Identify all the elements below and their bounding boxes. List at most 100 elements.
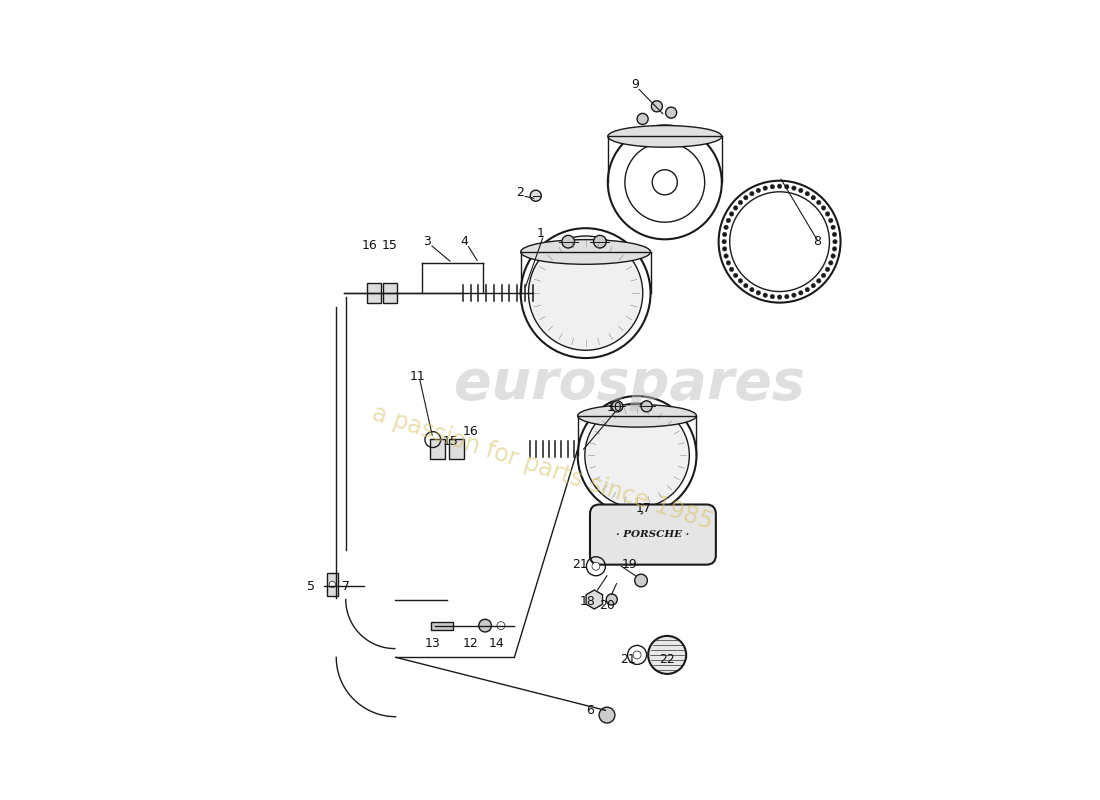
- Circle shape: [634, 651, 641, 659]
- Circle shape: [778, 295, 782, 299]
- Text: 15: 15: [382, 239, 398, 252]
- Text: 11: 11: [410, 370, 426, 382]
- Text: 16: 16: [362, 239, 377, 252]
- Circle shape: [816, 278, 821, 283]
- Circle shape: [799, 290, 803, 295]
- Text: 3: 3: [424, 235, 431, 248]
- Circle shape: [635, 574, 648, 587]
- Circle shape: [792, 293, 796, 298]
- Circle shape: [528, 236, 642, 350]
- Text: 17: 17: [636, 502, 651, 515]
- Circle shape: [833, 239, 837, 244]
- Circle shape: [811, 195, 815, 200]
- Text: 13: 13: [425, 638, 441, 650]
- Circle shape: [770, 294, 774, 299]
- Circle shape: [729, 267, 734, 271]
- Circle shape: [724, 254, 728, 258]
- Circle shape: [724, 225, 728, 230]
- Circle shape: [744, 195, 748, 200]
- Circle shape: [828, 218, 833, 222]
- Circle shape: [651, 101, 662, 112]
- Polygon shape: [327, 573, 338, 596]
- Ellipse shape: [520, 240, 650, 264]
- Circle shape: [784, 294, 789, 299]
- Text: 1: 1: [537, 227, 544, 240]
- Circle shape: [600, 707, 615, 723]
- Text: 2: 2: [516, 186, 524, 199]
- Circle shape: [666, 107, 676, 118]
- Circle shape: [329, 582, 336, 588]
- Text: 4: 4: [461, 235, 469, 248]
- Text: 9: 9: [631, 78, 639, 91]
- Circle shape: [763, 293, 768, 298]
- Circle shape: [734, 206, 738, 210]
- Circle shape: [822, 273, 826, 278]
- Circle shape: [734, 273, 738, 278]
- Circle shape: [722, 239, 726, 244]
- Text: 8: 8: [814, 235, 822, 248]
- Circle shape: [792, 186, 796, 190]
- Circle shape: [750, 191, 755, 196]
- Circle shape: [744, 283, 748, 288]
- Text: 14: 14: [488, 638, 504, 650]
- Circle shape: [778, 184, 782, 189]
- Circle shape: [648, 636, 686, 674]
- Circle shape: [585, 403, 690, 508]
- Circle shape: [738, 278, 742, 283]
- Text: 16: 16: [463, 425, 478, 438]
- Ellipse shape: [608, 126, 722, 147]
- Text: eurospares: eurospares: [453, 357, 804, 411]
- Circle shape: [594, 235, 606, 248]
- Circle shape: [811, 283, 815, 288]
- Circle shape: [637, 114, 648, 125]
- Circle shape: [726, 218, 730, 222]
- Circle shape: [723, 246, 727, 251]
- Text: 15: 15: [443, 434, 459, 448]
- Circle shape: [833, 232, 837, 237]
- Text: 19: 19: [621, 558, 637, 571]
- Circle shape: [763, 186, 768, 190]
- Circle shape: [816, 200, 821, 205]
- Circle shape: [530, 190, 541, 202]
- Text: 21: 21: [572, 558, 588, 571]
- Circle shape: [738, 200, 742, 205]
- Text: 21: 21: [619, 653, 636, 666]
- Circle shape: [828, 261, 833, 265]
- Text: 18: 18: [580, 595, 596, 608]
- Circle shape: [497, 622, 505, 630]
- Circle shape: [562, 235, 574, 248]
- Text: 5: 5: [307, 579, 315, 593]
- Text: 7: 7: [342, 579, 350, 593]
- Circle shape: [729, 212, 734, 216]
- Circle shape: [756, 188, 760, 193]
- Circle shape: [612, 401, 623, 412]
- Circle shape: [756, 290, 760, 295]
- Circle shape: [833, 246, 837, 251]
- Circle shape: [770, 185, 774, 189]
- Bar: [367, 283, 382, 303]
- Circle shape: [799, 188, 803, 193]
- Circle shape: [606, 594, 617, 605]
- Circle shape: [592, 562, 600, 570]
- Text: 12: 12: [463, 638, 478, 650]
- Circle shape: [652, 170, 678, 195]
- Bar: [431, 622, 453, 630]
- Text: 20: 20: [600, 599, 615, 612]
- Circle shape: [726, 261, 730, 265]
- Circle shape: [805, 287, 810, 292]
- Text: 6: 6: [585, 704, 594, 717]
- Text: · PORSCHE ·: · PORSCHE ·: [616, 530, 690, 539]
- Ellipse shape: [578, 405, 696, 427]
- Circle shape: [825, 212, 829, 216]
- Bar: [430, 438, 444, 459]
- Circle shape: [830, 254, 835, 258]
- Circle shape: [822, 206, 826, 210]
- Circle shape: [825, 267, 829, 271]
- Text: 22: 22: [659, 653, 675, 666]
- Circle shape: [723, 232, 727, 237]
- Text: a passion for parts since 1985: a passion for parts since 1985: [368, 401, 716, 534]
- Circle shape: [830, 225, 835, 230]
- Circle shape: [641, 401, 652, 412]
- Bar: [383, 283, 397, 303]
- Text: 10: 10: [607, 402, 623, 414]
